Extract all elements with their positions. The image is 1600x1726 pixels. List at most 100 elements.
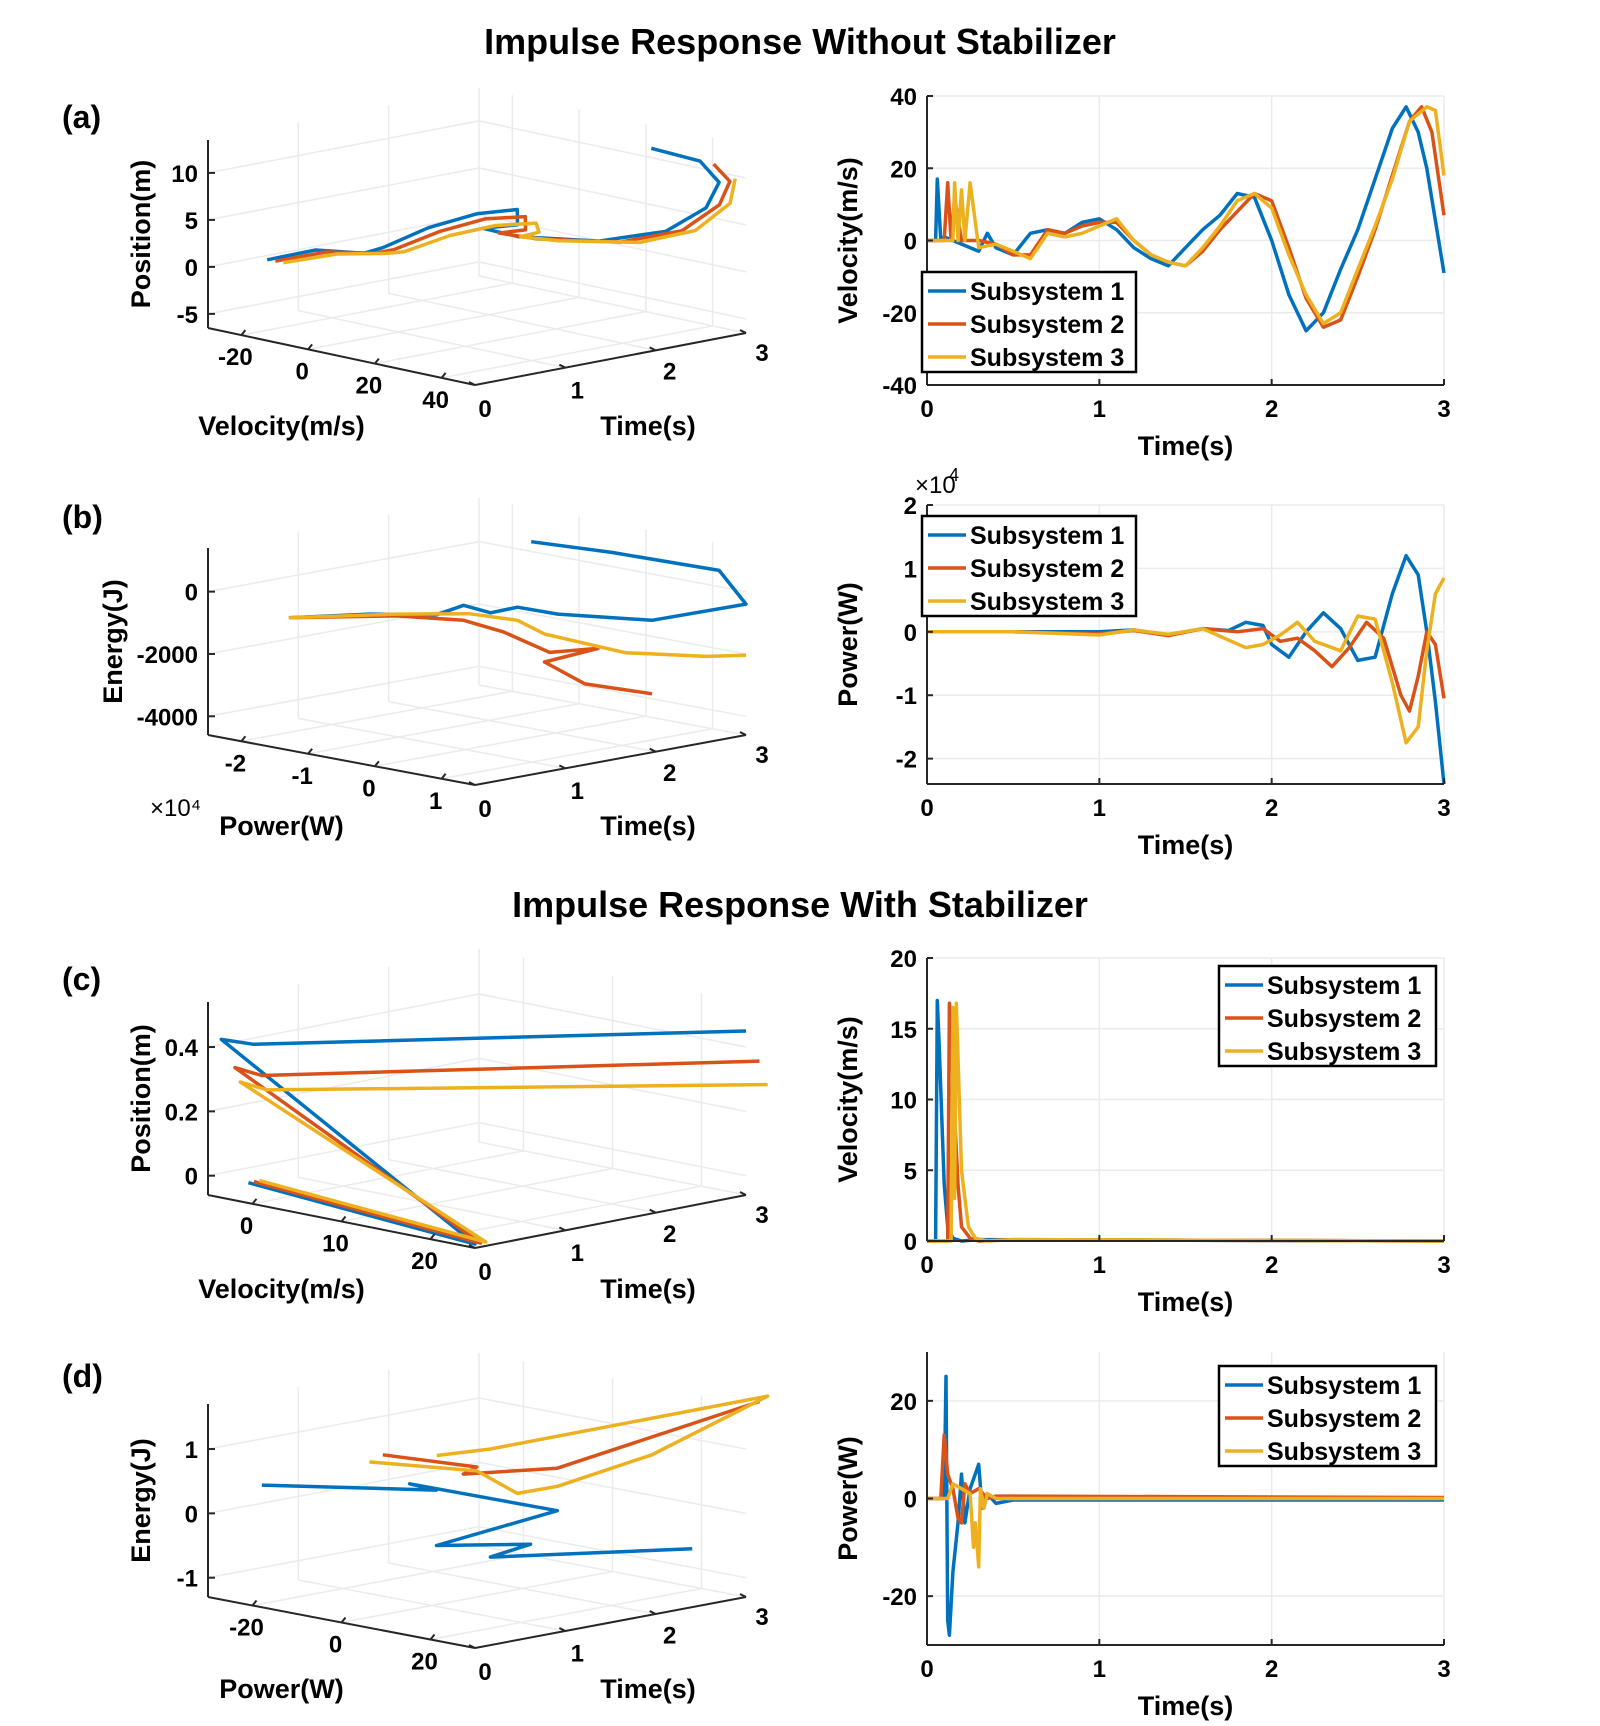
wall-grid-z-back [478,603,747,655]
z-tick-label: -2000 [137,642,198,669]
wall-grid-z-back [478,120,747,179]
floor-grid-x [441,728,713,780]
series-curve-subsystem-3 [369,1394,770,1496]
floor-grid-x [441,325,713,379]
z-tick-label: 0 [185,255,198,282]
wall-grid-z [207,603,480,655]
x-tick-label: -20 [218,344,253,371]
y-tick-label: 0 [904,620,917,647]
time-axis-label: Time(s) [600,411,696,441]
floor-grid-x [430,1185,702,1240]
legend-label-subsystem-2: Subsystem 2 [970,311,1124,339]
time-tick-label: 1 [571,1641,584,1668]
wall-grid-z [207,1057,480,1113]
z-axis-label: Position(m) [126,160,156,309]
z-tick-label: 1 [185,1437,198,1464]
x-tick-label: 0 [329,1632,342,1659]
series-curve-subsystem-3 [283,178,737,265]
x-tick-label: 0 [240,1213,253,1240]
x-tick-label: -1 [291,763,312,790]
z-tick-label: -5 [177,302,198,329]
panel-label-d: (d) [62,1358,103,1394]
time-tick-label: 2 [663,760,676,787]
wall-grid-z [207,261,480,315]
series-curve-subsystem-3 [238,1080,768,1244]
chart-c-3d-position: 0 0.2 0.4 0 10 20 0 1 2 3 Velocity(m/s) Time(s) Posi… [126,949,769,1304]
y-tick-label: 1 [904,556,917,583]
legend-label-subsystem-3: Subsystem 3 [1267,1038,1421,1066]
time-tick-label: 0 [478,796,491,823]
chart-d-3d-energy: -1 0 1 -20 0 20 0 1 2 3 Power(W) Time(s) Energy(J) [126,1353,770,1704]
x-tick-label: 40 [422,387,449,414]
floor-grid-x [307,703,580,755]
y-tick-label: 2 [904,493,917,520]
x-tick-label: 1 [1093,1656,1106,1683]
legend-label-subsystem-1: Subsystem 1 [970,278,1124,306]
x-axis-label: Time(s) [1138,431,1234,461]
z-tick-label: 5 [185,208,198,235]
x-tick-label: 0 [920,1656,933,1683]
y-tick-label: -1 [896,683,917,710]
z-tick-label: 10 [171,161,198,188]
y-tick-label: 5 [904,1158,917,1185]
x-tick-mark [429,1633,436,1641]
x-tick-label: 1 [429,788,442,815]
panel-label-a: (a) [62,99,101,135]
x-tick-mark [240,735,247,742]
z-axis-label: Energy(J) [126,1438,156,1563]
wall-grid-z-back [478,993,747,1048]
time-tick-mark [739,1191,747,1196]
x-tick-label: 1 [1093,795,1106,822]
x-axis-label: Power(W) [219,1674,344,1704]
legend-label-subsystem-2: Subsystem 2 [1267,1405,1421,1433]
x-axis-label: Velocity(m/s) [198,1274,365,1304]
series-curve-subsystem-1 [219,1029,747,1246]
time-tick-mark [739,329,747,334]
legend-label-subsystem-1: Subsystem 1 [1267,1372,1421,1400]
time-tick-mark [558,363,566,369]
x-tick-label: 2 [1265,795,1278,822]
wall-grid-z [207,1397,480,1450]
series-line-subsystem-3 [927,105,1446,326]
time-tick-label: 2 [663,359,676,386]
time-axis-line [474,1596,747,1649]
z-tick-label: 0 [185,580,198,607]
x-tick-label: 2 [1265,1252,1278,1279]
x-tick-mark [440,773,447,780]
legend-label-subsystem-2: Subsystem 2 [1267,1005,1421,1033]
series-curve-subsystem-1 [261,1482,693,1559]
time-tick-label: 1 [571,377,584,404]
x-tick-mark [251,1599,258,1607]
x-tick-mark [440,372,447,379]
x-tick-label: 2 [1265,396,1278,423]
time-tick-mark [739,1593,747,1598]
time-axis-label: Time(s) [600,811,696,841]
x-tick-mark [340,1215,347,1223]
time-axis-line [474,734,747,786]
time-tick-label: 0 [478,1259,491,1286]
x-tick-label: -2 [225,750,246,777]
wall-grid-z-back [478,1121,747,1177]
x-axis-label: Time(s) [1138,1691,1234,1721]
x-tick-mark [307,748,313,755]
figure-title-top: Impulse Response Without Stabilizer [484,21,1116,62]
floor-grid-time [388,700,656,753]
legend-label-subsystem-1: Subsystem 1 [970,522,1124,550]
time-axis-line [474,332,747,386]
floor-grid-time [388,292,656,352]
figure-title-bottom: Impulse Response With Stabilizer [512,884,1088,925]
chart-c-velocity-time: 0 1 2 3 0 5 10 15 20 Time(s) Velocity(m/s) Subsyste… [833,946,1451,1317]
time-tick-mark [558,764,566,770]
x-tick-label: 0 [920,795,933,822]
series-curve-subsystem-2 [233,1059,760,1245]
time-tick-mark [649,1208,657,1214]
time-axis-line [474,1194,747,1249]
time-tick-label: 0 [478,396,491,423]
x-axis-line [207,327,476,386]
y-tick-label: 0 [904,229,917,256]
chart-b-power-time: 0 1 2 3 -2 -1 0 1 2 Time(s) Power(W) ×104 Subsystem … [833,465,1451,860]
z-axis-label: Position(m) [126,1024,156,1173]
y-tick-label: 20 [890,156,917,183]
wall-grid-z [207,167,480,221]
